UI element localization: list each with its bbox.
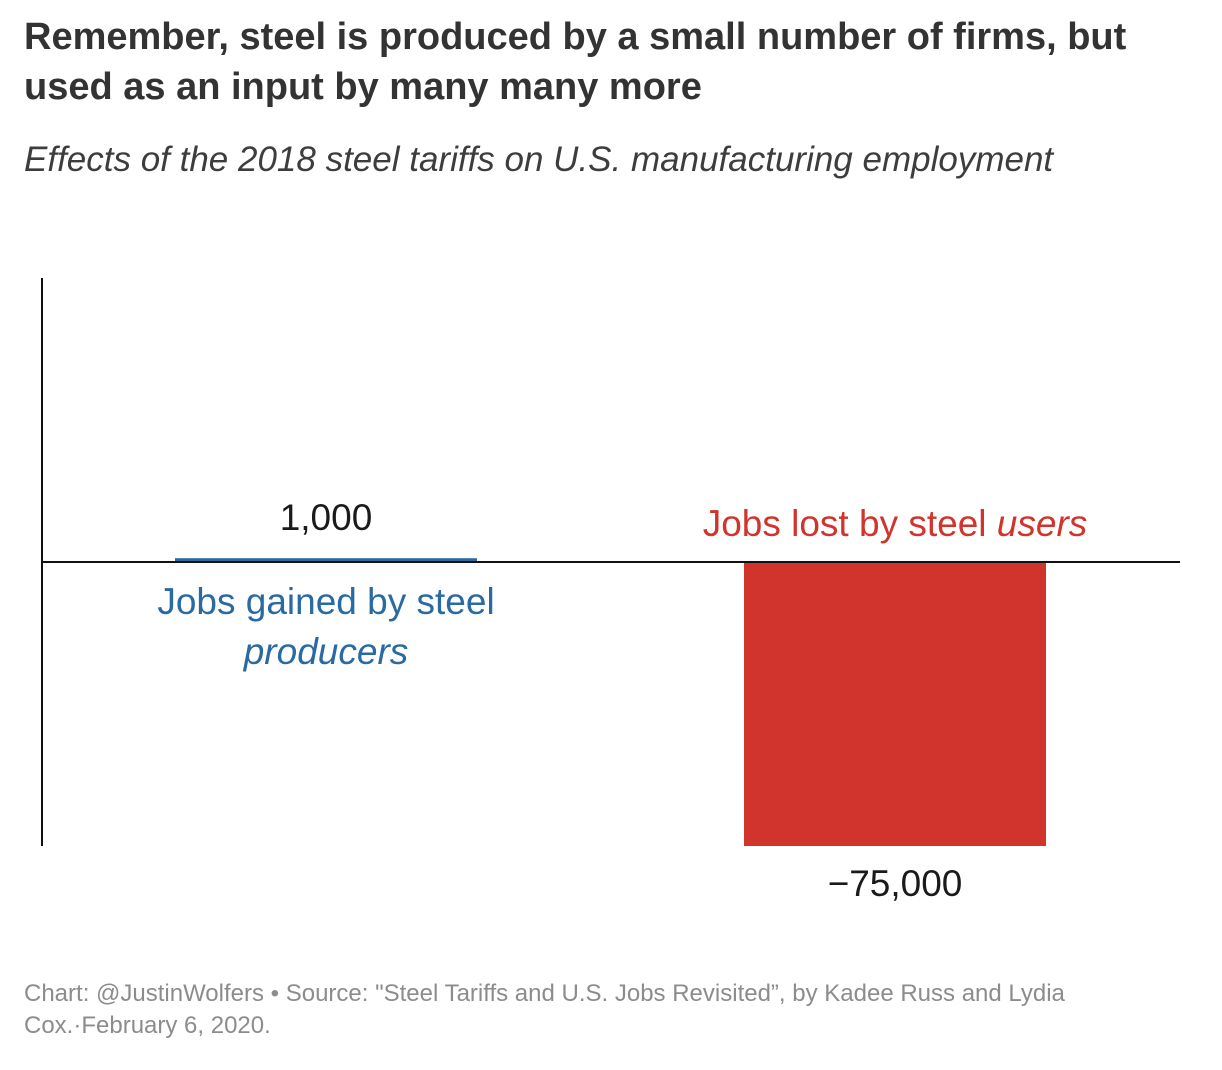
chart-title: Remember, steel is produced by a small n… — [24, 16, 1127, 108]
category-label-producers-italic: producers — [243, 631, 409, 672]
bar-users — [744, 562, 1046, 846]
value-label-producers: 1,000 — [280, 497, 373, 538]
value-label-users: −75,000 — [828, 863, 963, 904]
category-label-users-plain: Jobs lost by steel — [703, 503, 997, 544]
chart-subtitle: Effects of the 2018 steel tariffs on U.S… — [24, 140, 1054, 179]
category-label-users: Jobs lost by steel users — [703, 503, 1088, 544]
category-label-users-italic: users — [997, 503, 1087, 544]
bar-producers — [175, 558, 477, 562]
category-label-producers: Jobs gained by steel producers — [157, 581, 494, 672]
chart-footer: Chart: @JustinWolfers • Source: "Steel T… — [24, 980, 1065, 1039]
category-label-producers-line1: Jobs gained by steel — [157, 581, 494, 622]
